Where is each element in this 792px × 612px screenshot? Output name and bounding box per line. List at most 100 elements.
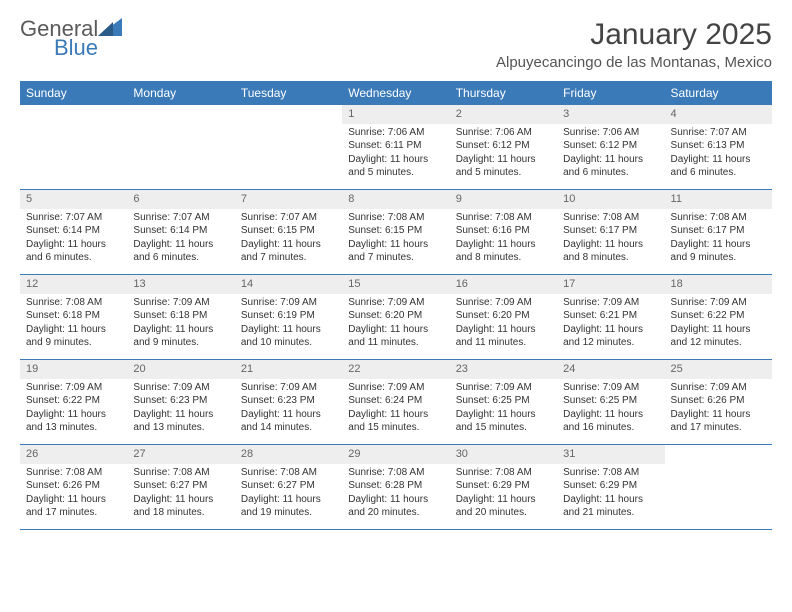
day-cell: 31 Sunrise: 7:08 AMSunset: 6:29 PMDayligh… [557, 445, 664, 529]
weekday-header: Monday [127, 81, 234, 105]
sunset-text: Sunset: 6:25 PM [563, 394, 658, 408]
day-number: 8 [342, 190, 449, 209]
daylight-text: Daylight: 11 hours and 12 minutes. [563, 323, 658, 350]
day-cell: 9Sunrise: 7:08 AMSunset: 6:16 PMDaylight… [450, 190, 557, 274]
day-info: Sunrise: 7:09 AMSunset: 6:20 PMDaylight:… [450, 296, 557, 354]
day-info: Sunrise: 7:08 AMSunset: 6:15 PMDaylight:… [342, 211, 449, 269]
day-cell: 17Sunrise: 7:09 AMSunset: 6:21 PMDayligh… [557, 275, 664, 359]
daylight-text: Daylight: 11 hours and 15 minutes. [348, 408, 443, 435]
sunset-text: Sunset: 6:25 PM [456, 394, 551, 408]
day-number: 21 [235, 360, 342, 379]
daylight-text: Daylight: 11 hours and 19 minutes. [241, 493, 336, 520]
day-info: Sunrise: 7:06 AMSunset: 6:12 PMDaylight:… [557, 126, 664, 184]
day-cell: 21 Sunrise: 7:09 AMSunset: 6:23 PMDayligh… [235, 360, 342, 444]
day-info: Sunrise: 7:07 AMSunset: 6:13 PMDaylight:… [665, 126, 772, 184]
sunset-text: Sunset: 6:22 PM [26, 394, 121, 408]
sunrise-text: Sunrise: 7:06 AM [563, 126, 658, 140]
day-number: 20 [127, 360, 234, 379]
daylight-text: Daylight: 11 hours and 18 minutes. [133, 493, 228, 520]
daylight-text: Daylight: 11 hours and 17 minutes. [671, 408, 766, 435]
day-number: 27 [127, 445, 234, 464]
sunrise-text: Sunrise: 7:07 AM [26, 211, 121, 225]
weekday-header: Wednesday [342, 81, 449, 105]
sunrise-text: Sunrise: 7:08 AM [26, 296, 121, 310]
day-number: 2 [450, 105, 557, 124]
day-cell: 5Sunrise: 7:07 AMSunset: 6:14 PMDaylight… [20, 190, 127, 274]
sunrise-text: Sunrise: 7:08 AM [671, 211, 766, 225]
sunset-text: Sunset: 6:15 PM [241, 224, 336, 238]
sunrise-text: Sunrise: 7:08 AM [563, 211, 658, 225]
day-cell: 18Sunrise: 7:09 AMSunset: 6:22 PMDayligh… [665, 275, 772, 359]
day-number: 31 [557, 445, 664, 464]
day-cell: 25Sunrise: 7:09 AMSunset: 6:26 PMDayligh… [665, 360, 772, 444]
sunset-text: Sunset: 6:13 PM [671, 139, 766, 153]
daylight-text: Daylight: 11 hours and 13 minutes. [26, 408, 121, 435]
week-row: 12Sunrise: 7:08 AMSunset: 6:18 PMDayligh… [20, 275, 772, 360]
day-cell: 14 Sunrise: 7:09 AMSunset: 6:19 PMDayligh… [235, 275, 342, 359]
daylight-text: Daylight: 11 hours and 6 minutes. [26, 238, 121, 265]
day-cell [20, 105, 127, 189]
sunset-text: Sunset: 6:18 PM [133, 309, 228, 323]
day-info: Sunrise: 7:08 AMSunset: 6:18 PMDaylight:… [20, 296, 127, 354]
day-number: 29 [342, 445, 449, 464]
day-info: Sunrise: 7:09 AMSunset: 6:21 PMDaylight:… [557, 296, 664, 354]
day-number: 16 [450, 275, 557, 294]
day-info: Sunrise: 7:09 AMSunset: 6:24 PMDaylight:… [342, 381, 449, 439]
daylight-text: Daylight: 11 hours and 20 minutes. [348, 493, 443, 520]
day-cell: 20 Sunrise: 7:09 AMSunset: 6:23 PMDayligh… [127, 360, 234, 444]
day-cell [235, 105, 342, 189]
sunrise-text: Sunrise: 7:09 AM [241, 381, 336, 395]
weekday-header-row: Sunday Monday Tuesday Wednesday Thursday… [20, 81, 772, 105]
day-number: 26 [20, 445, 127, 464]
sunrise-text: Sunrise: 7:09 AM [133, 296, 228, 310]
day-number: 22 [342, 360, 449, 379]
sunset-text: Sunset: 6:19 PM [241, 309, 336, 323]
week-row: 19Sunrise: 7:09 AMSunset: 6:22 PMDayligh… [20, 360, 772, 445]
day-info: Sunrise: 7:09 AMSunset: 6:18 PMDaylight:… [127, 296, 234, 354]
day-info: Sunrise: 7:08 AMSunset: 6:27 PMDaylight:… [235, 466, 342, 524]
sunrise-text: Sunrise: 7:09 AM [348, 381, 443, 395]
day-info: Sunrise: 7:08 AMSunset: 6:28 PMDaylight:… [342, 466, 449, 524]
weekday-header: Sunday [20, 81, 127, 105]
day-number [665, 445, 772, 463]
sunrise-text: Sunrise: 7:09 AM [348, 296, 443, 310]
sunrise-text: Sunrise: 7:09 AM [671, 381, 766, 395]
sunrise-text: Sunrise: 7:08 AM [348, 466, 443, 480]
day-number [127, 105, 234, 123]
sunrise-text: Sunrise: 7:08 AM [456, 466, 551, 480]
sunset-text: Sunset: 6:18 PM [26, 309, 121, 323]
daylight-text: Daylight: 11 hours and 5 minutes. [348, 153, 443, 180]
sunset-text: Sunset: 6:21 PM [563, 309, 658, 323]
day-number: 14 [235, 275, 342, 294]
day-number: 28 [235, 445, 342, 464]
sunset-text: Sunset: 6:14 PM [26, 224, 121, 238]
daylight-text: Daylight: 11 hours and 9 minutes. [133, 323, 228, 350]
day-cell: 30Sunrise: 7:08 AMSunset: 6:29 PMDayligh… [450, 445, 557, 529]
sunrise-text: Sunrise: 7:09 AM [456, 381, 551, 395]
daylight-text: Daylight: 11 hours and 10 minutes. [241, 323, 336, 350]
day-info: Sunrise: 7:08 AMSunset: 6:17 PMDaylight:… [665, 211, 772, 269]
day-number: 12 [20, 275, 127, 294]
brand-text-blue: Blue [54, 37, 126, 59]
day-info: Sunrise: 7:09 AMSunset: 6:19 PMDaylight:… [235, 296, 342, 354]
weekday-header: Tuesday [235, 81, 342, 105]
sunrise-text: Sunrise: 7:08 AM [348, 211, 443, 225]
day-cell [665, 445, 772, 529]
sunset-text: Sunset: 6:16 PM [456, 224, 551, 238]
day-cell: 1Sunrise: 7:06 AMSunset: 6:11 PMDaylight… [342, 105, 449, 189]
day-cell: 11 Sunrise: 7:08 AMSunset: 6:17 PMDayligh… [665, 190, 772, 274]
day-info: Sunrise: 7:06 AMSunset: 6:11 PMDaylight:… [342, 126, 449, 184]
day-info: Sunrise: 7:09 AMSunset: 6:23 PMDaylight:… [235, 381, 342, 439]
daylight-text: Daylight: 11 hours and 13 minutes. [133, 408, 228, 435]
sunrise-text: Sunrise: 7:07 AM [671, 126, 766, 140]
day-info: Sunrise: 7:08 AMSunset: 6:29 PMDaylight:… [557, 466, 664, 524]
day-number: 9 [450, 190, 557, 209]
sunrise-text: Sunrise: 7:08 AM [241, 466, 336, 480]
day-number: 11 [665, 190, 772, 209]
day-number [235, 105, 342, 123]
day-cell: 16 Sunrise: 7:09 AMSunset: 6:20 PMDayligh… [450, 275, 557, 359]
daylight-text: Daylight: 11 hours and 9 minutes. [671, 238, 766, 265]
day-info: Sunrise: 7:09 AMSunset: 6:23 PMDaylight:… [127, 381, 234, 439]
day-info: Sunrise: 7:07 AMSunset: 6:14 PMDaylight:… [20, 211, 127, 269]
sunset-text: Sunset: 6:29 PM [456, 479, 551, 493]
